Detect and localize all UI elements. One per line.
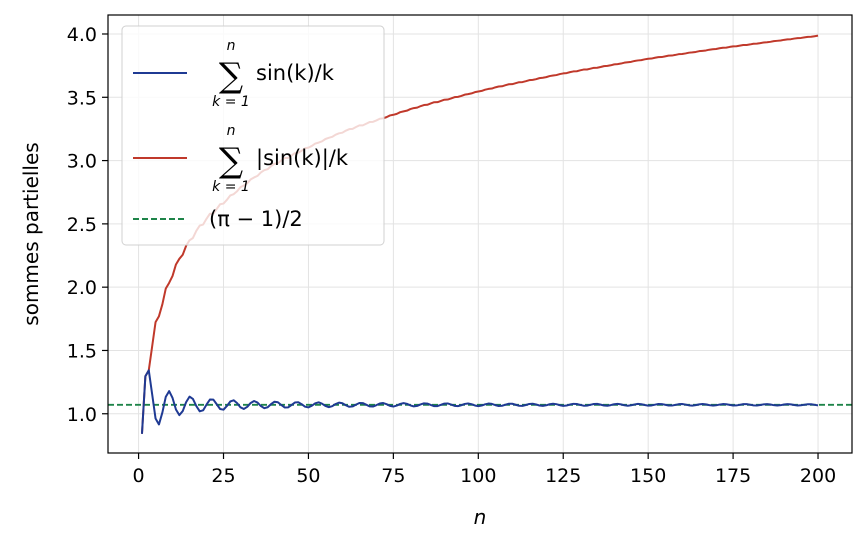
series-line-sin (140, 369, 819, 434)
x-tick-label: 200 (800, 465, 836, 487)
x-axis-label: n (474, 505, 487, 529)
x-tick-label: 25 (211, 465, 235, 487)
y-tick-label: 3.0 (67, 151, 97, 173)
legend-label-sin: sin(k)/k (256, 61, 335, 85)
y-tick-label: 2.5 (67, 214, 97, 236)
x-tick-label: 100 (460, 465, 496, 487)
x-tick-label: 150 (630, 465, 666, 487)
y-tick-label: 2.0 (67, 277, 97, 299)
y-tick-label: 1.5 (67, 340, 97, 362)
ticks: 0 25 50 75 100 125 150 175 200 1.0 1.5 2.0 2.5 3.0 3.5… (67, 24, 836, 487)
legend-sum-top-sin: n (227, 38, 236, 54)
legend-label-abs-sin: |sin(k)|/k (256, 146, 349, 171)
x-tick-label: 175 (715, 465, 751, 487)
plot-frame (107, 14, 853, 454)
legend-sigma-abs-sin: ∑ (219, 141, 243, 181)
y-tick-label: 1.0 (67, 404, 97, 426)
legend-sum-bottom-sin: k = 1 (212, 94, 250, 110)
legend-box (121, 25, 385, 246)
x-tick-label: 0 (133, 465, 145, 487)
y-tick-label: 4.0 (67, 24, 97, 46)
y-axis-label: sommes partielles (19, 142, 43, 325)
legend: n ∑ k = 1 sin(k)/k n ∑ k = 1 |sin(k)|/k … (121, 25, 385, 246)
legend-sum-bottom-abs-sin: k = 1 (212, 179, 250, 195)
legend-sum-top-abs-sin: n (227, 123, 236, 139)
x-tick-label: 125 (545, 465, 581, 487)
y-tick-label: 3.5 (67, 87, 97, 109)
legend-sigma-sin: ∑ (219, 56, 243, 96)
x-tick-label: 75 (381, 465, 405, 487)
x-tick-label: 50 (296, 465, 320, 487)
legend-label-constant: (π − 1)/2 (209, 207, 303, 231)
